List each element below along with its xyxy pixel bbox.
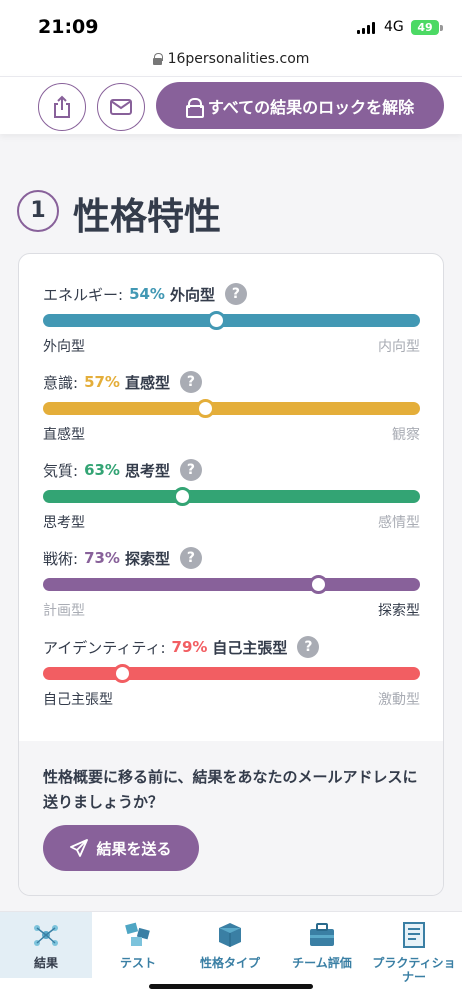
trait-heading: アイデンティティ: 79% 自己主張型 ?: [43, 635, 420, 659]
help-icon[interactable]: ?: [179, 547, 202, 569]
trait-bar: [43, 664, 420, 683]
trait-right-label: 激動型: [378, 692, 420, 708]
section-title: 性格特性: [73, 195, 221, 238]
help-icon[interactable]: ?: [179, 459, 202, 481]
personality-types-icon: [219, 923, 241, 947]
nav-results[interactable]: 結果: [0, 912, 92, 978]
battery-icon: 49: [411, 20, 439, 35]
url-bar[interactable]: 16personalities.com: [0, 44, 462, 76]
send-results-label: 結果を送る: [96, 839, 172, 858]
nav-results-label: 結果: [33, 956, 58, 970]
nav-personality-types[interactable]: 性格タイプ: [184, 912, 276, 978]
trait-endpoints: 自己主張型 激動型: [43, 689, 420, 709]
trait-type: 思考型: [124, 461, 170, 480]
practitioner-icon: [403, 922, 425, 948]
trait-right-label: 感情型: [378, 515, 420, 531]
url-text: 16personalities.com: [167, 51, 310, 67]
trait-label: 意識:: [43, 373, 79, 392]
nav-team-assessment[interactable]: チーム評価: [276, 912, 368, 978]
trait-right-label: 内向型: [378, 339, 420, 355]
trait-row: アイデンティティ: 79% 自己主張型 ? 自己主張型 激動型: [43, 635, 420, 709]
trait-slider-knob: [113, 664, 133, 683]
trait-right-label: 観察: [392, 427, 420, 443]
share-icon: [54, 95, 70, 118]
nav-personality-types-label: 性格タイプ: [199, 956, 260, 970]
trait-endpoints: 計画型 探索型: [43, 600, 420, 620]
trait-left-label: 外向型: [43, 339, 85, 355]
network-type: 4G: [384, 19, 404, 35]
trait-row: エネルギー: 54% 外向型 ? 外向型 内向型: [43, 282, 420, 356]
team-assessment-icon: [310, 923, 334, 946]
trait-percent: 54%: [129, 285, 165, 303]
trait-endpoints: 外向型 内向型: [43, 336, 420, 356]
trait-row: 意識: 57% 直感型 ? 直感型 観察: [43, 370, 420, 444]
trait-percent: 73%: [84, 549, 120, 567]
traits-card: エネルギー: 54% 外向型 ? 外向型 内向型 意識: 57% 直感型 ? 直…: [18, 253, 444, 896]
trait-label: エネルギー:: [43, 285, 124, 304]
trait-type: 探索型: [124, 549, 170, 568]
trait-bar: [43, 399, 420, 418]
unlock-all-results-button[interactable]: すべての結果のロックを解除: [156, 82, 444, 129]
trait-endpoints: 思考型 感情型: [43, 512, 420, 532]
test-icon: [125, 922, 150, 946]
trait-bar: [43, 575, 420, 594]
trait-label: 戦術:: [43, 549, 79, 568]
trait-left-label: 直感型: [43, 427, 85, 443]
trait-label: 気質:: [43, 461, 79, 480]
action-toolbar: すべての結果のロックを解除: [0, 76, 462, 134]
status-bar: 21:09 4G 49: [0, 0, 462, 44]
trait-left-label: 計画型: [43, 603, 85, 619]
nav-test-label: テスト: [119, 956, 156, 970]
help-icon[interactable]: ?: [297, 636, 320, 658]
trait-heading: 戦術: 73% 探索型 ?: [43, 546, 420, 570]
trait-slider-knob: [207, 311, 227, 330]
trait-percent: 63%: [84, 461, 120, 479]
trait-type: 外向型: [169, 285, 215, 304]
section-number: 1: [17, 190, 59, 232]
trait-slider-knob: [196, 399, 216, 418]
email-results-section: 性格概要に移る前に、結果をあなたのメールアドレスに送りましょうか？ 結果を送る: [19, 741, 443, 895]
trait-endpoints: 直感型 観察: [43, 424, 420, 444]
send-results-button[interactable]: 結果を送る: [43, 825, 199, 871]
trait-label: アイデンティティ:: [43, 638, 166, 657]
trait-heading: 気質: 63% 思考型 ?: [43, 458, 420, 482]
paper-plane-icon: [70, 839, 89, 857]
mail-icon: [110, 99, 132, 115]
nav-practitioner-label: プラクティショナー: [372, 956, 456, 984]
trait-heading: エネルギー: 54% 外向型 ?: [43, 282, 420, 306]
trait-bar: [43, 311, 420, 330]
trait-type: 自己主張型: [212, 638, 288, 657]
trait-row: 戦術: 73% 探索型 ? 計画型 探索型: [43, 546, 420, 620]
share-button[interactable]: [38, 83, 86, 131]
padlock-icon: [185, 97, 204, 118]
battery-tip: [440, 25, 443, 31]
home-indicator: [149, 984, 313, 989]
nav-test[interactable]: テスト: [92, 912, 184, 978]
results-icon: [34, 925, 58, 946]
lock-icon: [152, 53, 163, 65]
nav-team-assessment-label: チーム評価: [292, 956, 352, 970]
trait-slider-knob: [309, 575, 329, 594]
email-button[interactable]: [97, 83, 145, 131]
trait-row: 気質: 63% 思考型 ? 思考型 感情型: [43, 458, 420, 532]
help-icon[interactable]: ?: [224, 283, 247, 305]
unlock-label: すべての結果のロックを解除: [207, 97, 415, 117]
nav-practitioner[interactable]: プラクティショナー: [368, 912, 460, 984]
trait-bar: [43, 487, 420, 506]
trait-slider-knob: [173, 487, 193, 506]
trait-left-label: 思考型: [43, 515, 85, 531]
clock: 21:09: [38, 16, 99, 38]
trait-heading: 意識: 57% 直感型 ?: [43, 370, 420, 394]
help-icon[interactable]: ?: [179, 371, 202, 393]
trait-right-label: 探索型: [378, 603, 420, 619]
trait-percent: 57%: [84, 373, 120, 391]
email-prompt: 性格概要に移る前に、結果をあなたのメールアドレスに送りましょうか？: [43, 768, 418, 811]
signal-icon: [357, 22, 375, 34]
trait-left-label: 自己主張型: [43, 692, 113, 708]
trait-percent: 79%: [171, 638, 208, 656]
trait-type: 直感型: [124, 373, 170, 392]
